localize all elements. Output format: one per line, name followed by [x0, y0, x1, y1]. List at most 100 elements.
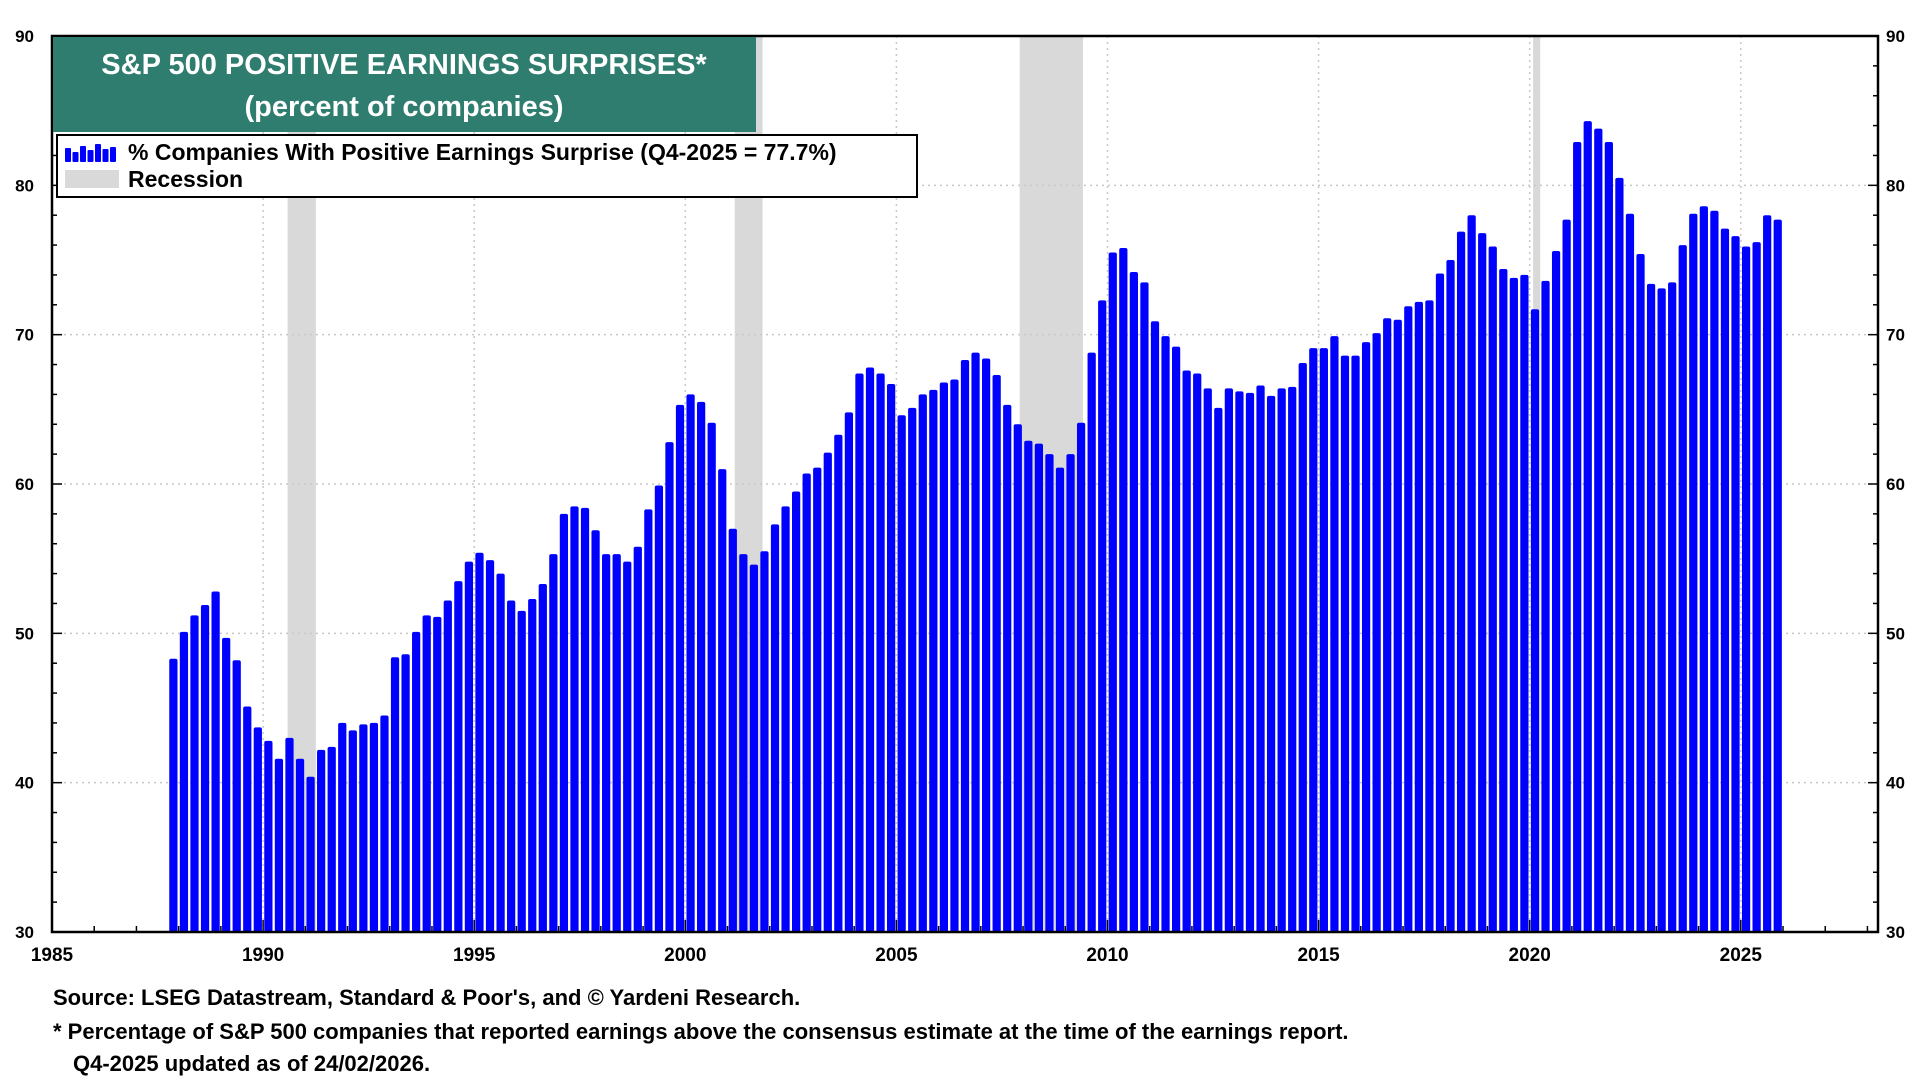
bar-q3-1996: [538, 584, 547, 932]
y-axis-left: 30 40 50 60 70 80 90: [15, 27, 34, 942]
bar-q3-1995: [496, 573, 505, 932]
bar-q3-2010: [1129, 271, 1138, 932]
bar-q2-2006: [950, 379, 959, 932]
bar-q1-1997: [559, 513, 569, 932]
bar-q4-2015: [1351, 355, 1360, 932]
bar-q2-1993: [401, 654, 410, 932]
legend: % Companies With Positive Earnings Surpr…: [56, 134, 918, 198]
y-tick-label-left: 30: [15, 923, 34, 942]
bar-q4-1993: [422, 615, 431, 932]
bar-q2-2004: [865, 367, 875, 932]
bar-q4-2002: [802, 473, 811, 932]
title-box: S&P 500 POSITIVE EARNINGS SURPRISES* (pe…: [53, 37, 756, 132]
legend-swatch-bar: [110, 147, 116, 162]
bar-q1-1994: [433, 616, 442, 932]
bar-q4-2000: [718, 469, 727, 932]
bar-q3-2007: [1003, 404, 1012, 932]
bar-q2-1998: [612, 554, 621, 932]
bar-q1-2008: [1024, 440, 1033, 932]
bar-q4-2004: [886, 383, 896, 932]
bar-q1-2009: [1066, 454, 1075, 932]
bar-q3-2011: [1171, 346, 1181, 932]
bar-q3-2015: [1340, 355, 1350, 932]
x-tick-label-2000: 2000: [664, 945, 706, 966]
y-tick-label-left: 90: [15, 27, 34, 46]
bar-q1-2002: [770, 524, 780, 932]
bar-q2-1999: [654, 485, 664, 932]
bar-q4-2009: [1098, 300, 1107, 932]
bar-q4-2005: [929, 389, 938, 932]
bar-q4-2003: [844, 412, 854, 932]
bar-q1-1988: [179, 631, 189, 932]
legend-swatch-bar: [95, 144, 101, 162]
bar-q1-2003: [813, 467, 822, 932]
bar-q3-2020: [1551, 251, 1561, 933]
legend-swatch-bar: [72, 152, 79, 162]
bar-series: [169, 121, 1782, 933]
legend-bar-swatch: [65, 144, 116, 162]
bar-q3-1994: [454, 581, 463, 932]
bar-q1-2024: [1699, 206, 1708, 933]
bar-q1-2010: [1108, 252, 1117, 933]
bar-q2-2011: [1161, 336, 1170, 932]
bar-q1-1995: [475, 552, 484, 932]
bar-q4-2011: [1182, 370, 1191, 932]
bar-q4-2024: [1731, 236, 1740, 932]
bar-q1-2004: [855, 373, 864, 932]
bar-q2-2025: [1752, 242, 1761, 932]
title-background: [53, 37, 756, 132]
bar-q4-2014: [1309, 348, 1318, 932]
y-tick-label-right: 60: [1886, 475, 1905, 494]
legend-label-recession: Recession: [128, 166, 243, 192]
chart-subtitle: (percent of companies): [244, 91, 563, 123]
bar-q2-2007: [992, 374, 1001, 932]
legend-swatch-bar: [65, 148, 71, 162]
bar-q2-2010: [1119, 248, 1128, 932]
bar-q4-2006: [971, 352, 980, 932]
bar-q4-1998: [633, 546, 642, 932]
bar-q1-2007: [981, 358, 991, 932]
x-tick-label-2010: 2010: [1086, 945, 1128, 966]
bar-q1-2013: [1235, 391, 1244, 932]
bar-q2-1988: [190, 615, 199, 932]
bar-q2-2022: [1625, 213, 1635, 932]
y-tick-label-left: 70: [15, 326, 34, 345]
bar-q4-1999: [675, 404, 685, 932]
bar-q2-2000: [697, 401, 706, 932]
bar-q3-2005: [918, 394, 927, 932]
bar-q1-2018: [1446, 260, 1455, 932]
bar-q4-1997: [591, 530, 600, 932]
bar-q3-2004: [876, 373, 885, 932]
bar-q3-2019: [1509, 277, 1518, 932]
bar-q3-2024: [1720, 228, 1730, 932]
bar-q4-2007: [1013, 424, 1022, 932]
bar-q1-2023: [1657, 288, 1666, 933]
bar-q2-2019: [1499, 268, 1508, 933]
bar-q1-2012: [1193, 373, 1202, 932]
bar-q4-1995: [507, 600, 516, 932]
bar-q2-1989: [232, 660, 241, 932]
bar-q3-2002: [792, 491, 801, 932]
bar-q4-1990: [295, 758, 305, 932]
legend-recession-swatch: [65, 170, 119, 188]
bar-q4-1992: [380, 715, 389, 932]
bar-q3-1990: [285, 737, 294, 932]
bar-q2-1996: [528, 598, 537, 932]
bar-q1-2019: [1488, 246, 1497, 932]
bar-q4-2020: [1562, 219, 1571, 932]
bar-q3-2018: [1467, 215, 1476, 932]
bar-q2-1991: [317, 749, 326, 932]
bar-q4-1996: [549, 554, 558, 932]
legend-swatch-bar: [102, 149, 109, 162]
bar-q3-1998: [623, 561, 632, 932]
bar-q3-1999: [665, 442, 674, 932]
bar-q3-2008: [1045, 454, 1054, 932]
bar-q4-2023: [1689, 213, 1698, 932]
bar-q1-1989: [222, 637, 231, 932]
bar-q1-1992: [348, 730, 357, 932]
bar-q3-1993: [412, 631, 421, 932]
bar-q1-2001: [728, 528, 737, 932]
bar-q3-2003: [834, 434, 843, 932]
bar-q1-2021: [1573, 142, 1582, 932]
